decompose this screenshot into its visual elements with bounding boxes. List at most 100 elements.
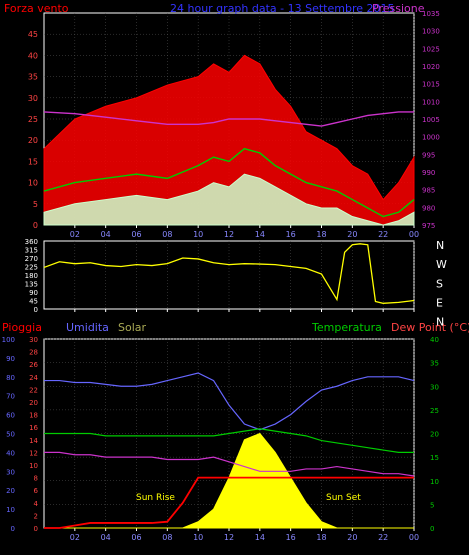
panel3-rain-label: Pioggia	[2, 321, 42, 334]
humidity-axis-tick: 50	[6, 431, 15, 439]
direction-axis-tick: 135	[25, 281, 38, 289]
text-layer: Forza vento 24 hour graph data - 13 Sett…	[2, 2, 469, 542]
temp-axis-tick: 25	[430, 407, 439, 415]
direction-axis-tick: 315	[25, 247, 38, 255]
left-axis-tick: 5	[33, 200, 38, 209]
x-tick-label: 10	[193, 533, 203, 542]
direction-axis-tick: 45	[29, 298, 38, 306]
right-axis-tick: 1030	[422, 28, 440, 36]
right-axis-tick: 1035	[422, 10, 440, 18]
humidity-axis-tick: 30	[6, 468, 15, 476]
panel1-right-label: Pressione	[372, 2, 425, 15]
data-layer	[43, 54, 415, 529]
panel3-solar-label: Solar	[118, 321, 147, 334]
direction-axis-tick: 270	[25, 255, 38, 263]
x-tick-label: 16	[286, 533, 296, 542]
temp-axis-tick: 20	[430, 431, 439, 439]
x-tick-label: 18	[316, 230, 326, 239]
panel3-temp-label: Temperatura	[311, 321, 382, 334]
right-axis-tick: 1020	[422, 63, 440, 71]
x-tick-label: 08	[162, 533, 172, 542]
rain-axis-tick: 18	[29, 412, 38, 420]
rain-axis-tick: 10	[29, 462, 38, 470]
temp-axis-tick: 40	[430, 336, 439, 344]
rain-axis-tick: 2	[34, 512, 38, 520]
humidity-axis-tick: 0	[11, 525, 15, 533]
x-tick-label: 10	[193, 230, 203, 239]
x-tick-label: 08	[162, 230, 172, 239]
direction-axis-tick: 225	[25, 264, 38, 272]
right-axis-tick: 1000	[422, 134, 440, 142]
x-tick-label: 00	[409, 230, 419, 239]
x-tick-label: 12	[224, 230, 234, 239]
right-axis-tick: 990	[422, 169, 435, 177]
rain-axis-tick: 12	[29, 449, 38, 457]
humidity-axis-tick: 60	[6, 412, 15, 420]
x-tick-label: 04	[101, 533, 111, 542]
temp-axis-tick: 15	[430, 454, 439, 462]
rain-axis-tick: 16	[29, 424, 38, 432]
temp-axis-tick: 5	[430, 501, 434, 509]
left-axis-tick: 45	[28, 30, 38, 39]
humidity-axis-tick: 100	[2, 336, 15, 344]
right-axis-tick: 1005	[422, 116, 440, 124]
compass-label: E	[436, 296, 443, 309]
direction-axis-tick: 90	[29, 289, 38, 297]
panel1-title: 24 hour graph data - 13 Settembre 2015	[170, 2, 395, 15]
temp-axis-tick: 0	[430, 525, 434, 533]
x-tick-label: 06	[131, 230, 141, 239]
humidity-axis-tick: 90	[6, 355, 15, 363]
rain-axis-tick: 0	[34, 525, 38, 533]
rain-axis-tick: 8	[34, 475, 38, 483]
compass-label: S	[436, 277, 443, 290]
x-tick-label: 20	[347, 533, 357, 542]
left-axis-tick: 20	[28, 136, 38, 145]
right-axis-tick: 1015	[422, 81, 440, 89]
x-tick-label: 04	[101, 230, 111, 239]
rain-axis-tick: 22	[29, 386, 38, 394]
right-axis-tick: 980	[422, 204, 435, 212]
left-axis-tick: 15	[28, 157, 38, 166]
series-average-line	[43, 147, 415, 218]
series-solar-area	[44, 432, 414, 529]
rain-axis-tick: 20	[29, 399, 38, 407]
right-axis-tick: 1010	[422, 98, 440, 106]
temp-axis-tick: 30	[430, 383, 439, 391]
rain-axis-tick: 28	[29, 349, 38, 357]
x-tick-label: 12	[224, 533, 234, 542]
series-gust-area	[43, 54, 415, 226]
right-axis-tick: 1025	[422, 45, 440, 53]
humidity-axis-tick: 70	[6, 393, 15, 401]
rain-axis-tick: 6	[34, 487, 39, 495]
series-temperature-line	[44, 428, 414, 453]
temp-axis-tick: 10	[430, 478, 439, 486]
rain-axis-tick: 26	[29, 361, 38, 369]
x-tick-label: 00	[409, 533, 419, 542]
left-axis-tick: 10	[28, 179, 38, 188]
sun-set-annotation: Sun Set	[326, 493, 361, 503]
panel3-dew-label: Dew Point (°C)	[391, 321, 469, 334]
series-humidity-line	[44, 372, 415, 431]
rain-axis-tick: 4	[34, 500, 39, 508]
direction-axis-tick: 180	[25, 272, 38, 280]
sun-rise-annotation: Sun Rise	[136, 493, 175, 503]
x-tick-label: 20	[347, 230, 357, 239]
left-axis-tick: 35	[28, 73, 38, 82]
compass-label: N	[436, 316, 444, 329]
x-tick-label: 22	[378, 230, 388, 239]
x-tick-label: 14	[255, 533, 265, 542]
x-tick-label: 02	[70, 533, 80, 542]
humidity-axis-tick: 20	[6, 487, 15, 495]
x-tick-label: 18	[316, 533, 326, 542]
rain-axis-tick: 30	[29, 336, 38, 344]
left-axis-tick: 0	[33, 221, 38, 230]
x-tick-label: 02	[70, 230, 80, 239]
direction-axis-tick: 360	[25, 238, 38, 246]
series-speed-area	[43, 173, 415, 226]
panel3-humidity-label: Umidita	[66, 321, 109, 334]
temp-axis-tick: 35	[430, 360, 439, 368]
compass-label: W	[436, 258, 447, 271]
series-dew_point-line	[44, 451, 415, 477]
humidity-axis-tick: 80	[6, 374, 15, 382]
x-tick-label: 06	[131, 533, 141, 542]
